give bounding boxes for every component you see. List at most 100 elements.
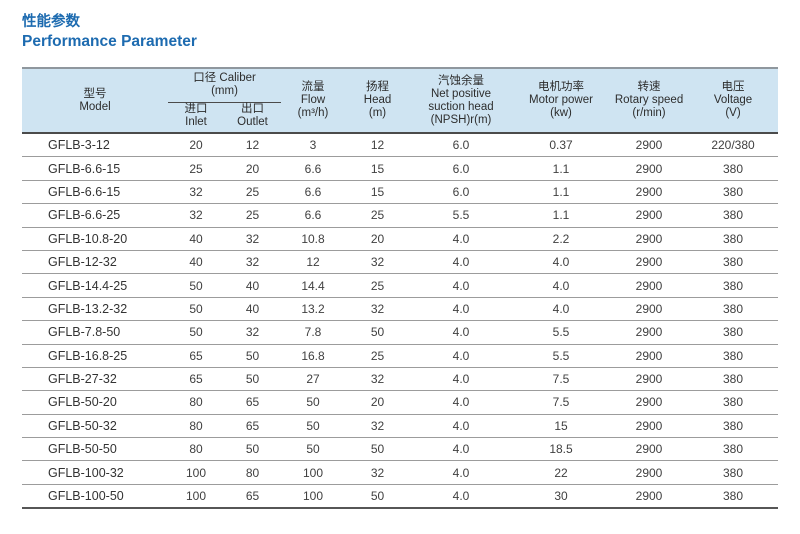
table-row: GFLB-100-32 100 80 100 32 4.0 22 2900 380 (22, 460, 779, 485)
value-cell: 12 (345, 133, 411, 158)
flow-header-unit: (m³/h) (297, 107, 329, 119)
value-cell: 7.5 (512, 367, 611, 392)
table-row: GFLB-100-50 100 65 100 50 4.0 30 2900 380 (22, 484, 778, 508)
value-cell: 65 (168, 367, 224, 392)
value-cell: 380 (688, 227, 779, 251)
value-cell: 4.0 (410, 414, 513, 439)
model-cell: GFLB-3-12 (22, 133, 168, 158)
value-cell: 32 (224, 227, 282, 251)
value-cell: 30 (554, 489, 568, 504)
value-cell: 6.6 (281, 203, 346, 228)
model-cell: GFLB-50-20 (22, 390, 168, 415)
value-cell: 32 (168, 180, 224, 205)
value-cell: 20 (345, 390, 411, 415)
npsh-header-unit: (NPSH)r(m) (430, 113, 492, 126)
value-cell: 40 (224, 273, 282, 298)
value-cell: 20 (345, 227, 411, 251)
value-cell: 50 (224, 437, 282, 462)
page-title-english: Performance Parameter (22, 33, 197, 50)
table-row: GFLB-6.6-25 32 25 6.6 25 5.5 1.1 2900 380 (22, 203, 779, 228)
value-cell: 2900 (610, 156, 689, 181)
value-cell: 2900 (610, 460, 689, 485)
value-cell: 1.1 (512, 156, 611, 181)
npsh-header-en1: Net positive (430, 87, 492, 100)
value-cell: 2900 (610, 414, 689, 439)
value-cell: 32 (224, 250, 282, 275)
value-cell: 14.4 (281, 273, 346, 298)
table-row: GFLB-12-32 40 32 12 32 4.0 4.0 2900 380 (22, 250, 779, 275)
voltage-header-unit: (V) (725, 107, 741, 119)
value-cell: 32 (345, 250, 411, 275)
model-cell: GFLB-100-32 (22, 460, 168, 485)
value-cell: 32 (345, 367, 411, 392)
value-cell: 12 (281, 250, 346, 275)
value-cell: 100 (303, 489, 324, 504)
value-cell: 18.5 (512, 437, 611, 462)
value-cell: 380 (688, 250, 779, 275)
value-cell: 380 (688, 203, 779, 228)
model-cell: GFLB-10.8-20 (22, 227, 168, 251)
value-cell: 10.8 (281, 227, 346, 251)
caliber-header-unit: (mm) (211, 85, 238, 97)
rotary-speed-header-unit: (r/min) (632, 107, 666, 119)
page: 性能参数 Performance Parameter 型号 Model 口径 C… (22, 14, 779, 510)
value-cell: 380 (688, 414, 779, 439)
npsh-header-en2: suction head (428, 100, 494, 113)
value-cell: 50 (224, 344, 282, 368)
caliber-header-line1: 口径 Caliber (193, 72, 256, 84)
value-cell: 25 (345, 344, 411, 368)
value-cell: 15 (345, 156, 411, 181)
value-cell: 4.0 (410, 297, 513, 322)
value-cell: 16.8 (281, 344, 346, 368)
value-cell: 2900 (610, 227, 689, 251)
value-cell: 15 (345, 180, 411, 205)
value-cell: 25 (345, 203, 411, 228)
value-cell: 380 (723, 489, 744, 504)
model-cell: GFLB-6.6-15 (22, 156, 168, 181)
motor-power-header-cn: 电机功率 (538, 81, 585, 93)
value-cell: 50 (281, 437, 346, 462)
value-cell: 2900 (610, 250, 689, 275)
rotary-speed-header-cn: 转速 (637, 81, 661, 93)
value-cell: 0.37 (512, 133, 611, 158)
value-cell: 2900 (610, 344, 689, 368)
model-cell: GFLB-12-32 (22, 250, 168, 275)
value-cell: 380 (688, 437, 779, 462)
value-cell: 100 (185, 489, 207, 504)
value-cell: 27 (281, 367, 346, 392)
table-row: GFLB-13.2-32 50 40 13.2 32 4.0 4.0 2900 380 (22, 297, 779, 322)
model-cell: GFLB-14.4-25 (22, 273, 168, 298)
value-cell: 65 (245, 489, 260, 504)
value-cell: 5.5 (512, 320, 611, 345)
value-cell: 4.0 (410, 367, 513, 392)
value-cell: 380 (688, 344, 779, 368)
value-cell: 13.2 (281, 297, 346, 322)
value-cell: 380 (688, 156, 779, 181)
value-cell: 80 (168, 414, 224, 439)
value-cell: 5.5 (512, 344, 611, 368)
inlet-header-en: Inlet (185, 116, 207, 128)
motor-power-header-en: Motor power (529, 94, 593, 106)
model-cell: GFLB-50-50 (22, 437, 168, 462)
value-cell: 20 (168, 133, 224, 158)
head-header-en: Head (363, 94, 392, 106)
value-cell: 50 (168, 297, 224, 322)
model-cell: GFLB-7.8-50 (22, 320, 168, 345)
value-cell: 80 (168, 437, 224, 462)
value-cell: 50 (345, 320, 411, 345)
value-cell: 2900 (610, 297, 689, 322)
value-cell: 4.0 (410, 344, 513, 368)
value-cell: 380 (688, 367, 779, 392)
value-cell: 220/380 (688, 133, 779, 158)
value-cell: 4.0 (410, 390, 513, 415)
value-cell: 2.2 (512, 227, 611, 251)
inlet-header-cn: 进口 (184, 103, 208, 115)
value-cell: 4.0 (410, 460, 513, 485)
table-row: GFLB-7.8-50 50 32 7.8 50 4.0 5.5 2900 380 (22, 320, 779, 345)
flow-header-en: Flow (300, 94, 326, 106)
value-cell: 32 (345, 414, 411, 439)
value-cell: 32 (345, 460, 411, 485)
value-cell: 100 (168, 460, 224, 485)
table-row: GFLB-16.8-25 65 50 16.8 25 4.0 5.5 2900 380 (22, 344, 779, 368)
value-cell: 2900 (610, 390, 689, 415)
